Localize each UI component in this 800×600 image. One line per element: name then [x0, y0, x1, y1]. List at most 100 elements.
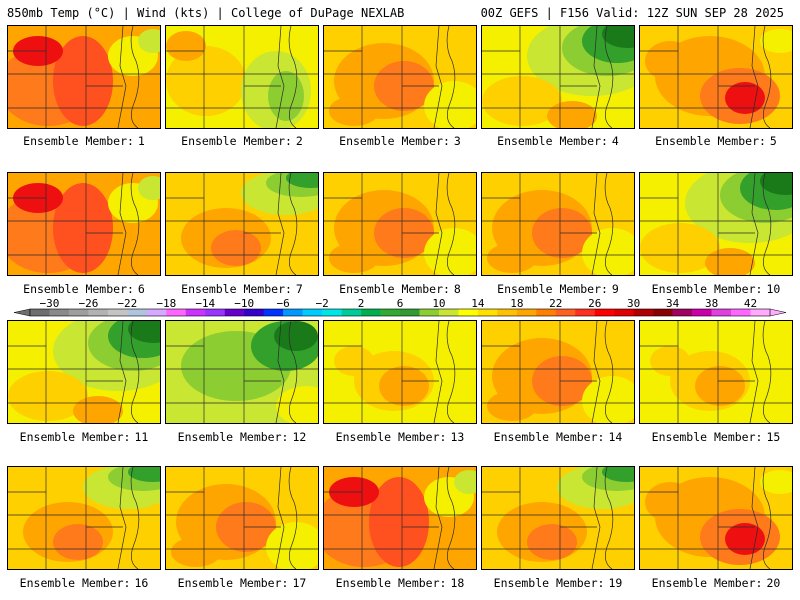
- ensemble-member-label: Ensemble Member: 5: [636, 134, 796, 148]
- ensemble-member-map: [165, 25, 319, 129]
- temperature-contour-region: [274, 321, 318, 351]
- map-border-line: [288, 467, 298, 569]
- ensemble-member-prefix: Ensemble Member:: [651, 430, 763, 444]
- ensemble-member-map: [165, 466, 319, 570]
- ensemble-member-number: 14: [608, 430, 623, 444]
- colorbar-swatch: [653, 309, 673, 316]
- ensemble-member-prefix: Ensemble Member:: [177, 430, 289, 444]
- map-border-line: [604, 173, 614, 275]
- map-border-line: [117, 321, 127, 423]
- colorbar-tick-label: 26: [588, 297, 601, 310]
- ensemble-member-map: [639, 466, 793, 570]
- ensemble-member-map: [323, 25, 477, 129]
- map-border-line: [446, 321, 456, 423]
- temperature-contour-region: [454, 470, 476, 494]
- temperature-contour-region: [138, 176, 160, 200]
- colorbar-tick-label: −22: [117, 297, 137, 310]
- colorbar-swatch: [107, 309, 128, 316]
- colorbar-tick-label: 18: [510, 297, 523, 310]
- temperature-contour-region: [482, 76, 562, 126]
- temperature-contour-region: [8, 371, 88, 421]
- ensemble-member-prefix: Ensemble Member:: [181, 282, 292, 296]
- ensemble-member-number: 15: [766, 430, 781, 444]
- ensemble-member-prefix: Ensemble Member:: [339, 282, 450, 296]
- colorbar-tick-label: −2: [315, 297, 328, 310]
- ensemble-member-number: 10: [766, 282, 781, 296]
- map-border-line: [275, 26, 285, 128]
- temperature-contour-region: [171, 537, 221, 567]
- temperature-contour-region: [602, 26, 634, 48]
- ensemble-member-number: 8: [453, 282, 461, 296]
- ensemble-member-label: Ensemble Member: 15: [636, 430, 796, 444]
- map-border-line: [117, 173, 127, 275]
- map-border-line: [288, 26, 298, 128]
- colorbar-tick-label: −18: [156, 297, 176, 310]
- ensemble-member-label: Ensemble Member: 3: [320, 134, 480, 148]
- colorbar-tick-label: −14: [195, 297, 215, 310]
- ensemble-member-prefix: Ensemble Member:: [339, 134, 450, 148]
- ensemble-member-map: [323, 466, 477, 570]
- map-border-line: [749, 173, 759, 275]
- temperature-contour-region: [128, 321, 160, 343]
- colorbar-swatch: [127, 309, 148, 316]
- map-border-line: [604, 467, 614, 569]
- temperature-contour-region: [650, 346, 690, 376]
- map-border-line: [288, 321, 298, 423]
- ensemble-member-map: [639, 172, 793, 276]
- ensemble-member-map: [481, 25, 635, 129]
- colorbar-swatch: [146, 309, 167, 316]
- map-border-line: [762, 26, 772, 128]
- ensemble-member-number: 2: [295, 134, 303, 148]
- colorbar-swatch: [30, 309, 50, 316]
- ensemble-member-label: Ensemble Member: 18: [320, 576, 480, 590]
- temperature-contour-region: [645, 41, 695, 81]
- ensemble-member-label: Ensemble Member: 1: [4, 134, 164, 148]
- ensemble-member-number: 3: [453, 134, 461, 148]
- temperature-contour-region: [379, 366, 429, 406]
- temperature-contour-region: [760, 470, 792, 494]
- colorbar-swatch: [302, 309, 323, 316]
- colorbar-frame: [29, 308, 771, 317]
- map-border-line: [130, 321, 140, 423]
- map-border-line: [433, 321, 443, 423]
- colorbar-swatch: [458, 309, 479, 316]
- colorbar-right-arrow: [769, 308, 787, 317]
- temperature-contour-region: [53, 524, 103, 560]
- colorbar-tick-label: −30: [40, 297, 60, 310]
- colorbar-swatch: [166, 309, 187, 316]
- ensemble-member-label: Ensemble Member: 4: [478, 134, 638, 148]
- ensemble-member-map: [323, 320, 477, 424]
- colorbar-swatch: [322, 309, 342, 316]
- ensemble-member-number: 6: [137, 282, 145, 296]
- ensemble-member-label: Ensemble Member: 9: [478, 282, 638, 296]
- ensemble-member-label: Ensemble Member: 10: [636, 282, 796, 296]
- temperature-contour-region: [695, 366, 745, 406]
- map-border-line: [433, 467, 443, 569]
- map-border-line: [762, 173, 772, 275]
- ensemble-member-label: Ensemble Member: 7: [162, 282, 322, 296]
- colorbar-swatch: [711, 309, 732, 316]
- ensemble-member-map: [7, 25, 161, 129]
- colorbar-tick-label: 38: [705, 297, 718, 310]
- colorbar-swatch: [536, 309, 557, 316]
- colorbar-swatch: [283, 309, 303, 316]
- colorbar-tick-label: 22: [549, 297, 562, 310]
- temperature-contour-region: [725, 523, 765, 555]
- ensemble-member-number: 19: [608, 576, 623, 590]
- colorbar-swatch: [88, 309, 109, 316]
- ensemble-member-prefix: Ensemble Member:: [23, 282, 134, 296]
- colorbar-swatch: [400, 309, 420, 316]
- colorbar-tick-label: 10: [432, 297, 445, 310]
- colorbar-swatch: [49, 309, 70, 316]
- map-border-line: [446, 26, 456, 128]
- temperature-contour-region: [53, 183, 113, 273]
- map-border-line: [591, 173, 601, 275]
- ensemble-member-label: Ensemble Member: 11: [4, 430, 164, 444]
- ensemble-member-map: [639, 320, 793, 424]
- ensemble-member-number: 7: [295, 282, 303, 296]
- ensemble-member-prefix: Ensemble Member:: [19, 576, 131, 590]
- map-border-line: [130, 467, 140, 569]
- map-border-line: [762, 467, 772, 569]
- temperature-contour-region: [128, 467, 160, 482]
- colorbar-swatch: [361, 309, 381, 316]
